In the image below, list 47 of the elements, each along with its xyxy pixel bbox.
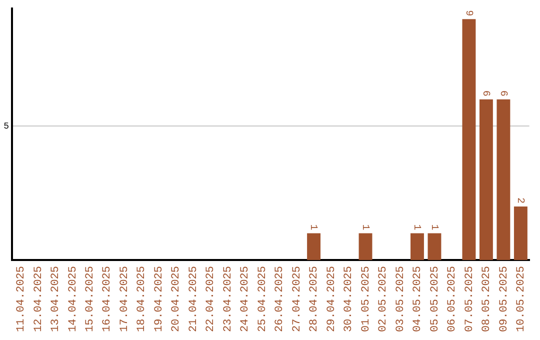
x-tick-label: 15.04.2025 — [84, 266, 97, 332]
x-tick-label: 03.05.2025 — [394, 266, 407, 332]
x-tick-label: 02.05.2025 — [378, 266, 390, 332]
bar — [462, 19, 476, 260]
x-tick-label: 07.05.2025 — [464, 266, 476, 332]
data-label: 6 — [480, 90, 491, 96]
x-tick-label: 24.04.2025 — [240, 266, 252, 332]
data-label: 1 — [410, 224, 422, 230]
x-tick-label: 17.04.2025 — [118, 266, 131, 332]
x-tick-label: 20.04.2025 — [170, 266, 183, 332]
x-tick-label: 30.04.2025 — [343, 266, 356, 332]
x-tick-label: 12.04.2025 — [32, 266, 45, 332]
x-tick-label: 21.04.2025 — [188, 266, 200, 332]
x-tick-label: 11.04.2025 — [16, 266, 28, 332]
x-tick-label: 14.04.2025 — [67, 266, 80, 332]
bar — [514, 206, 528, 260]
bar — [428, 233, 442, 260]
x-tick-label: 10.05.2025 — [516, 266, 528, 332]
y-tick-label: 5 — [4, 122, 9, 132]
x-tick-label: 13.04.2025 — [50, 266, 62, 332]
data-label: 1 — [307, 224, 318, 230]
data-label: 9 — [462, 10, 474, 16]
bar — [358, 233, 372, 260]
data-label: 1 — [428, 224, 439, 230]
x-tick-label: 18.04.2025 — [136, 266, 148, 332]
x-tick-label: 08.05.2025 — [481, 266, 494, 332]
x-tick-label: 22.04.2025 — [205, 266, 218, 332]
x-tick-label: 04.05.2025 — [412, 266, 424, 332]
bar — [410, 233, 424, 260]
x-tick-label: 26.04.2025 — [274, 266, 286, 332]
x-tick-label: 23.04.2025 — [222, 266, 234, 332]
x-tick-label: 19.04.2025 — [153, 266, 166, 332]
x-tick-label: 27.04.2025 — [291, 266, 304, 332]
data-label: 6 — [496, 90, 508, 96]
x-tick-label: 01.05.2025 — [360, 266, 372, 332]
bar — [496, 99, 510, 260]
bar — [307, 233, 320, 260]
x-tick-label: 29.04.2025 — [326, 266, 338, 332]
x-tick-label: 05.05.2025 — [429, 266, 442, 332]
bar — [479, 99, 493, 260]
data-label: 2 — [514, 197, 526, 204]
data-label: 1 — [358, 224, 370, 230]
x-tick-label: 28.04.2025 — [308, 266, 321, 332]
x-tick-label: 25.04.2025 — [256, 266, 269, 332]
x-tick-label: 06.05.2025 — [446, 266, 459, 332]
x-tick-label: 09.05.2025 — [498, 266, 510, 332]
x-tick-label: 16.04.2025 — [102, 266, 114, 332]
